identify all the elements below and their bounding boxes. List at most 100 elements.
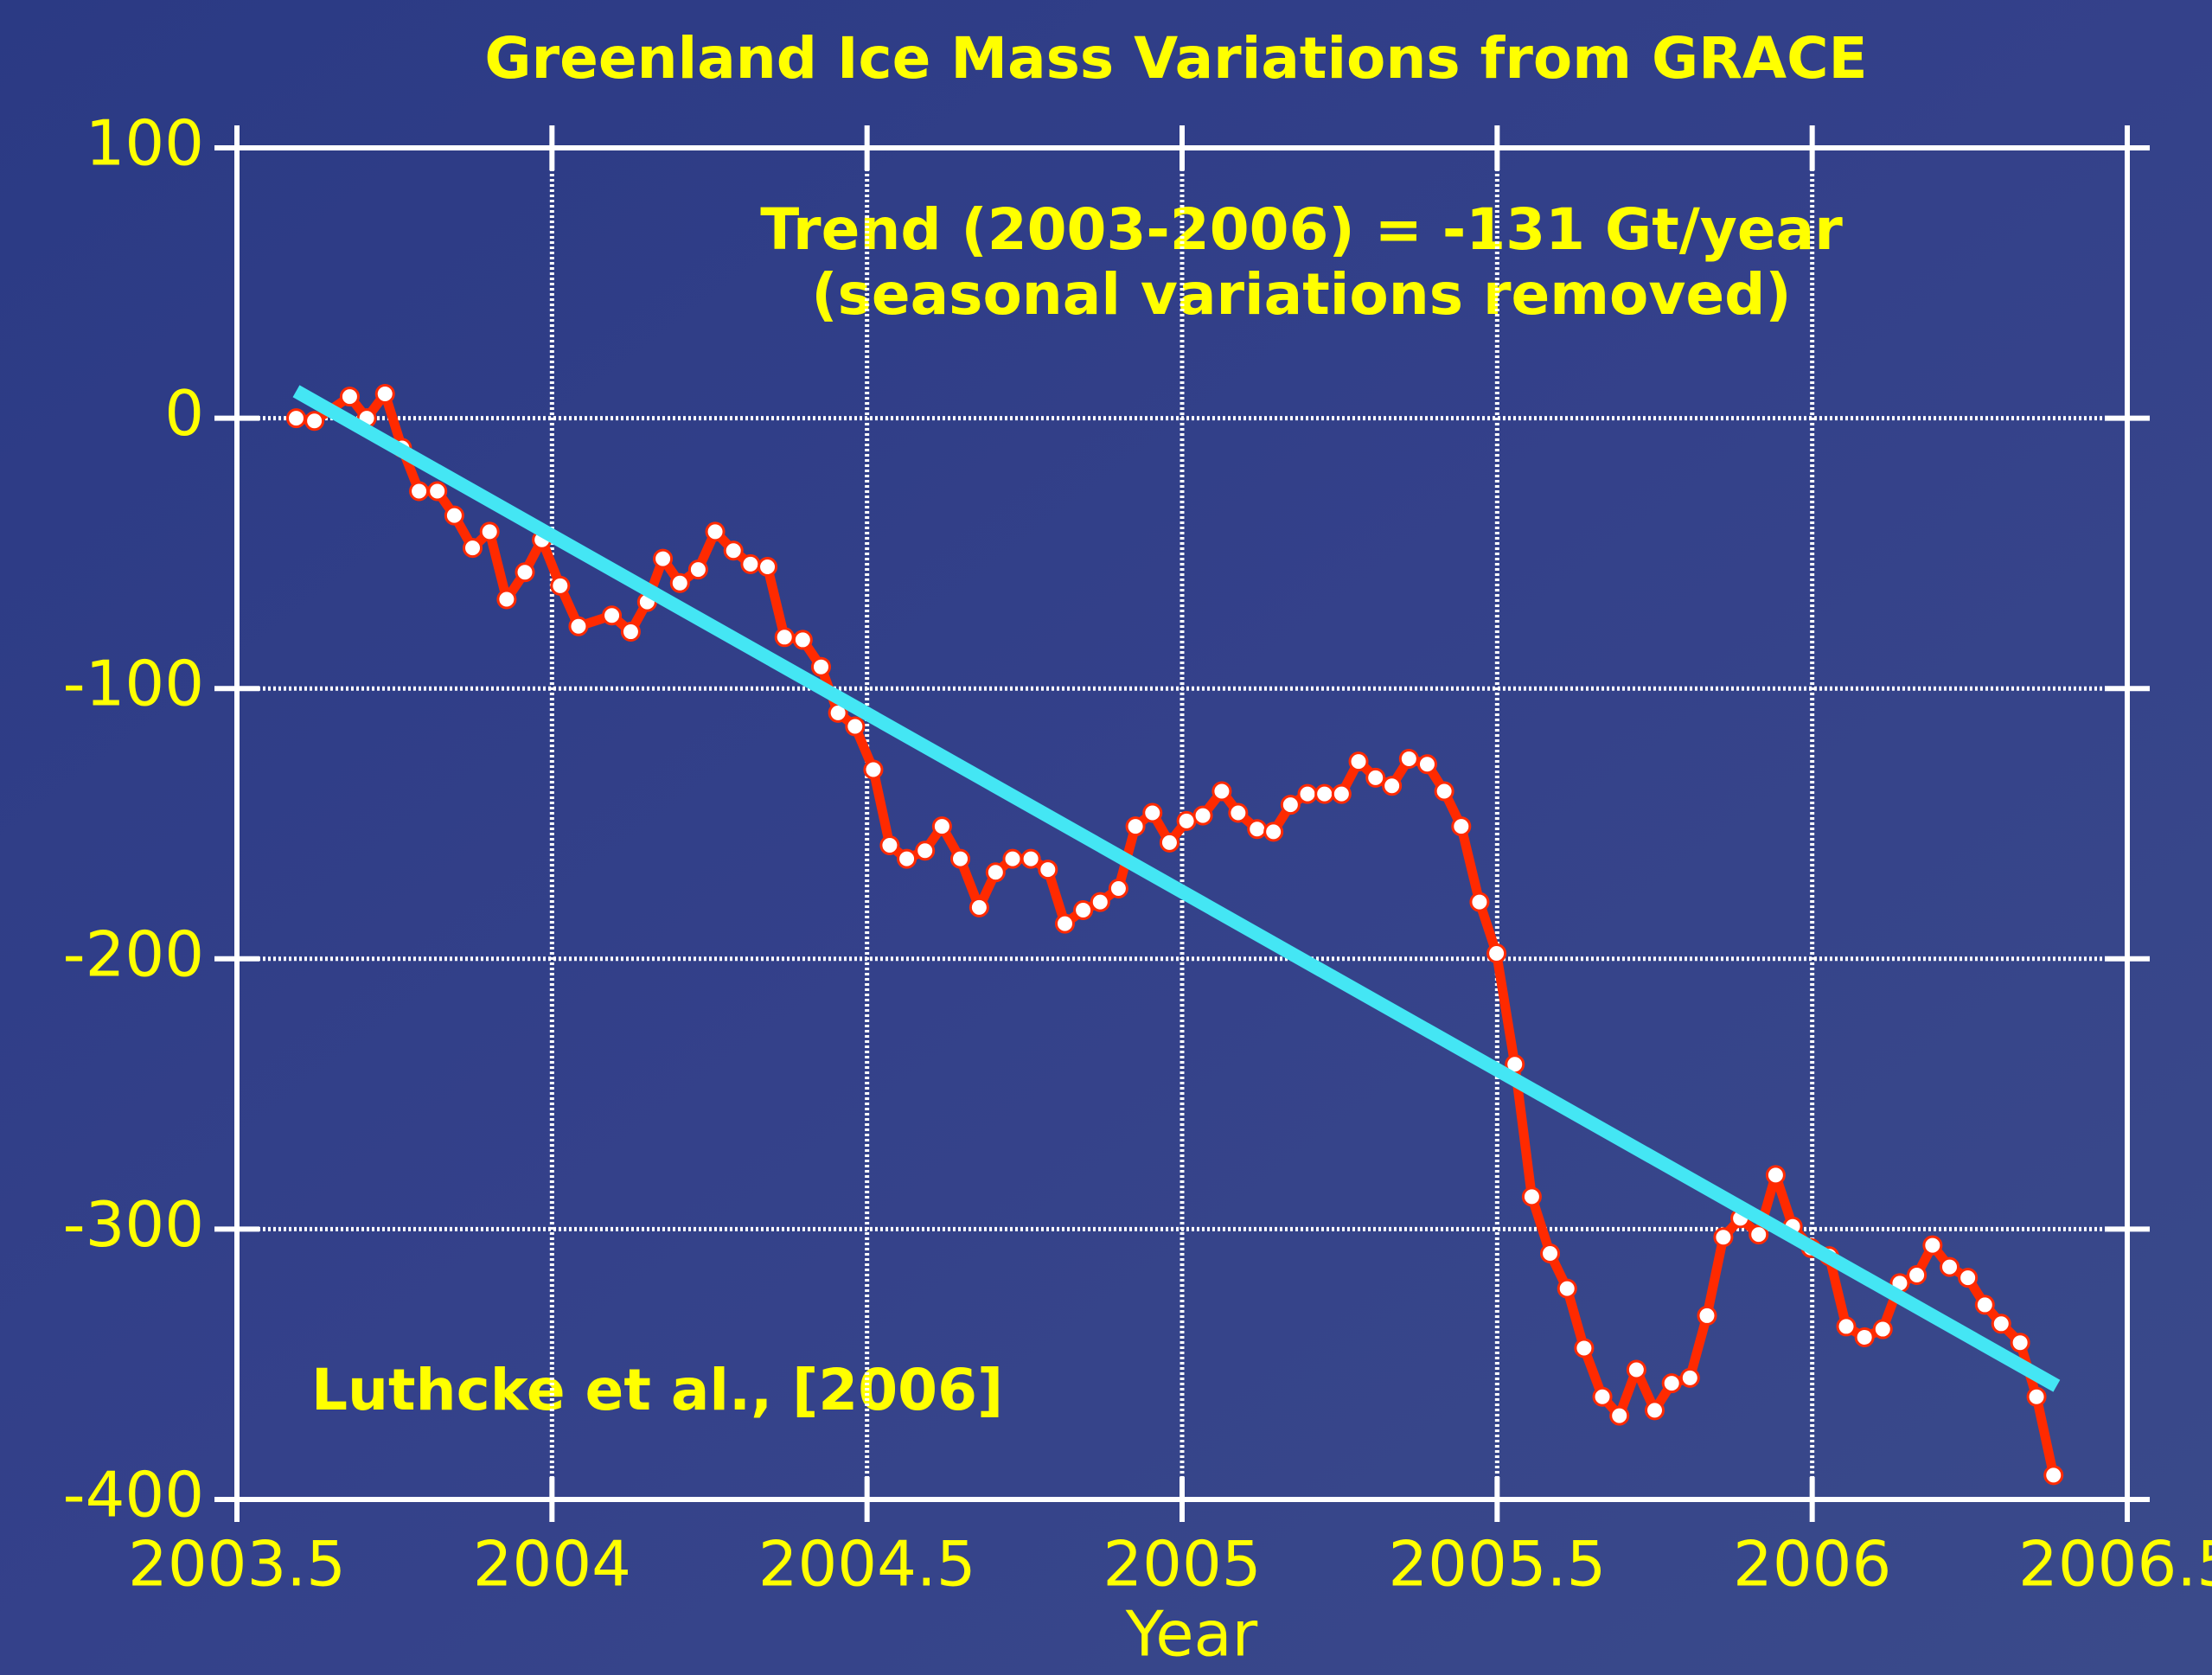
y-tick-label: 0 bbox=[164, 377, 204, 450]
data-point bbox=[1940, 1256, 1960, 1277]
data-point bbox=[496, 589, 517, 610]
data-point bbox=[1314, 783, 1335, 804]
data-point bbox=[1679, 1367, 1700, 1388]
data-point bbox=[339, 387, 360, 407]
data-point bbox=[897, 848, 917, 869]
data-point bbox=[463, 538, 483, 559]
data-point bbox=[1054, 913, 1075, 934]
annotation: Trend (2003-2006) = -131 Gt/year bbox=[760, 196, 1843, 263]
data-point bbox=[1108, 879, 1128, 899]
data-point bbox=[1211, 781, 1232, 802]
data-point bbox=[1382, 776, 1403, 796]
data-point bbox=[1626, 1359, 1646, 1380]
data-point bbox=[1280, 795, 1301, 815]
x-tick-label: 2006 bbox=[1733, 1528, 1891, 1601]
data-point bbox=[374, 383, 395, 404]
data-point bbox=[1521, 1186, 1542, 1207]
data-point bbox=[1073, 900, 1094, 921]
data-point bbox=[1159, 832, 1180, 853]
x-axis-label: Year bbox=[1125, 1598, 1258, 1671]
y-tick-label: -300 bbox=[63, 1188, 204, 1261]
data-point bbox=[409, 481, 430, 502]
x-tick-label: 2004.5 bbox=[758, 1528, 976, 1601]
data-point bbox=[1125, 816, 1146, 837]
data-point bbox=[620, 622, 641, 643]
data-point bbox=[1398, 748, 1419, 769]
data-point bbox=[1872, 1319, 1893, 1339]
data-point bbox=[285, 408, 306, 429]
data-point bbox=[1907, 1265, 1928, 1286]
data-point bbox=[653, 548, 674, 569]
data-point bbox=[1749, 1224, 1769, 1245]
data-point bbox=[1592, 1386, 1613, 1407]
data-point bbox=[879, 835, 900, 856]
data-point bbox=[1574, 1338, 1595, 1359]
x-tick-label: 2004 bbox=[473, 1528, 631, 1601]
annotation: Luthcke et al., [2006] bbox=[311, 1357, 1003, 1423]
data-point bbox=[1365, 767, 1386, 788]
data-point bbox=[950, 848, 971, 869]
chart-title: Greenland Ice Mass Variations from GRACE bbox=[484, 25, 1867, 92]
data-point bbox=[740, 553, 761, 574]
data-point bbox=[845, 716, 866, 737]
data-point bbox=[1020, 848, 1041, 869]
data-point bbox=[1176, 810, 1197, 831]
plot-frame bbox=[234, 145, 2130, 1502]
data-line bbox=[292, 385, 2061, 1392]
data-point bbox=[1557, 1278, 1577, 1299]
data-point bbox=[1958, 1268, 1979, 1288]
data-point bbox=[1765, 1165, 1786, 1186]
data-point bbox=[568, 616, 589, 636]
data-point bbox=[863, 759, 884, 780]
data-point bbox=[1142, 802, 1163, 823]
data-point bbox=[1434, 781, 1454, 802]
x-tick-label: 2003.5 bbox=[128, 1528, 346, 1601]
data-point bbox=[1331, 783, 1352, 804]
data-point bbox=[1451, 816, 1472, 837]
data-point bbox=[1416, 754, 1437, 775]
y-tick-label: -400 bbox=[63, 1459, 204, 1531]
y-tick-label: -100 bbox=[63, 648, 204, 720]
data-point bbox=[1540, 1243, 1561, 1264]
data-point bbox=[1713, 1227, 1734, 1248]
data-point bbox=[723, 540, 744, 561]
data-point bbox=[1348, 751, 1369, 772]
data-point bbox=[1247, 819, 1268, 840]
data-point bbox=[1854, 1327, 1875, 1347]
data-point bbox=[810, 656, 831, 677]
x-tick-label: 2006.5 bbox=[2018, 1528, 2212, 1601]
x-tick-label: 2005.5 bbox=[1388, 1528, 1606, 1601]
annotation: (seasonal variations removed) bbox=[811, 261, 1791, 328]
data-point bbox=[1974, 1295, 1995, 1315]
data-point bbox=[1991, 1314, 2011, 1334]
data-point bbox=[705, 521, 726, 542]
data-point bbox=[792, 630, 813, 650]
data-point bbox=[669, 572, 690, 593]
data-point bbox=[915, 841, 936, 861]
data-point bbox=[1469, 892, 1490, 912]
data-point bbox=[969, 897, 989, 917]
data-point bbox=[1192, 805, 1213, 826]
data-point bbox=[1263, 822, 1284, 842]
data-point bbox=[1661, 1373, 1682, 1394]
y-tick-label: -200 bbox=[63, 917, 204, 990]
y-tick-label: 100 bbox=[86, 107, 204, 180]
data-point bbox=[931, 816, 952, 837]
data-point bbox=[515, 562, 535, 583]
data-point bbox=[1486, 943, 1507, 964]
data-point bbox=[774, 627, 795, 648]
data-point bbox=[479, 521, 500, 542]
data-point bbox=[1228, 802, 1249, 823]
data-point bbox=[427, 481, 448, 502]
data-point bbox=[550, 575, 571, 596]
data-point bbox=[1922, 1235, 1943, 1256]
data-point bbox=[1090, 892, 1110, 912]
data-point bbox=[2026, 1386, 2047, 1407]
data-point bbox=[1697, 1305, 1717, 1326]
x-tick-label: 2005 bbox=[1103, 1528, 1261, 1601]
data-point bbox=[758, 557, 778, 578]
data-point bbox=[1002, 848, 1023, 869]
data-point bbox=[1609, 1405, 1630, 1426]
